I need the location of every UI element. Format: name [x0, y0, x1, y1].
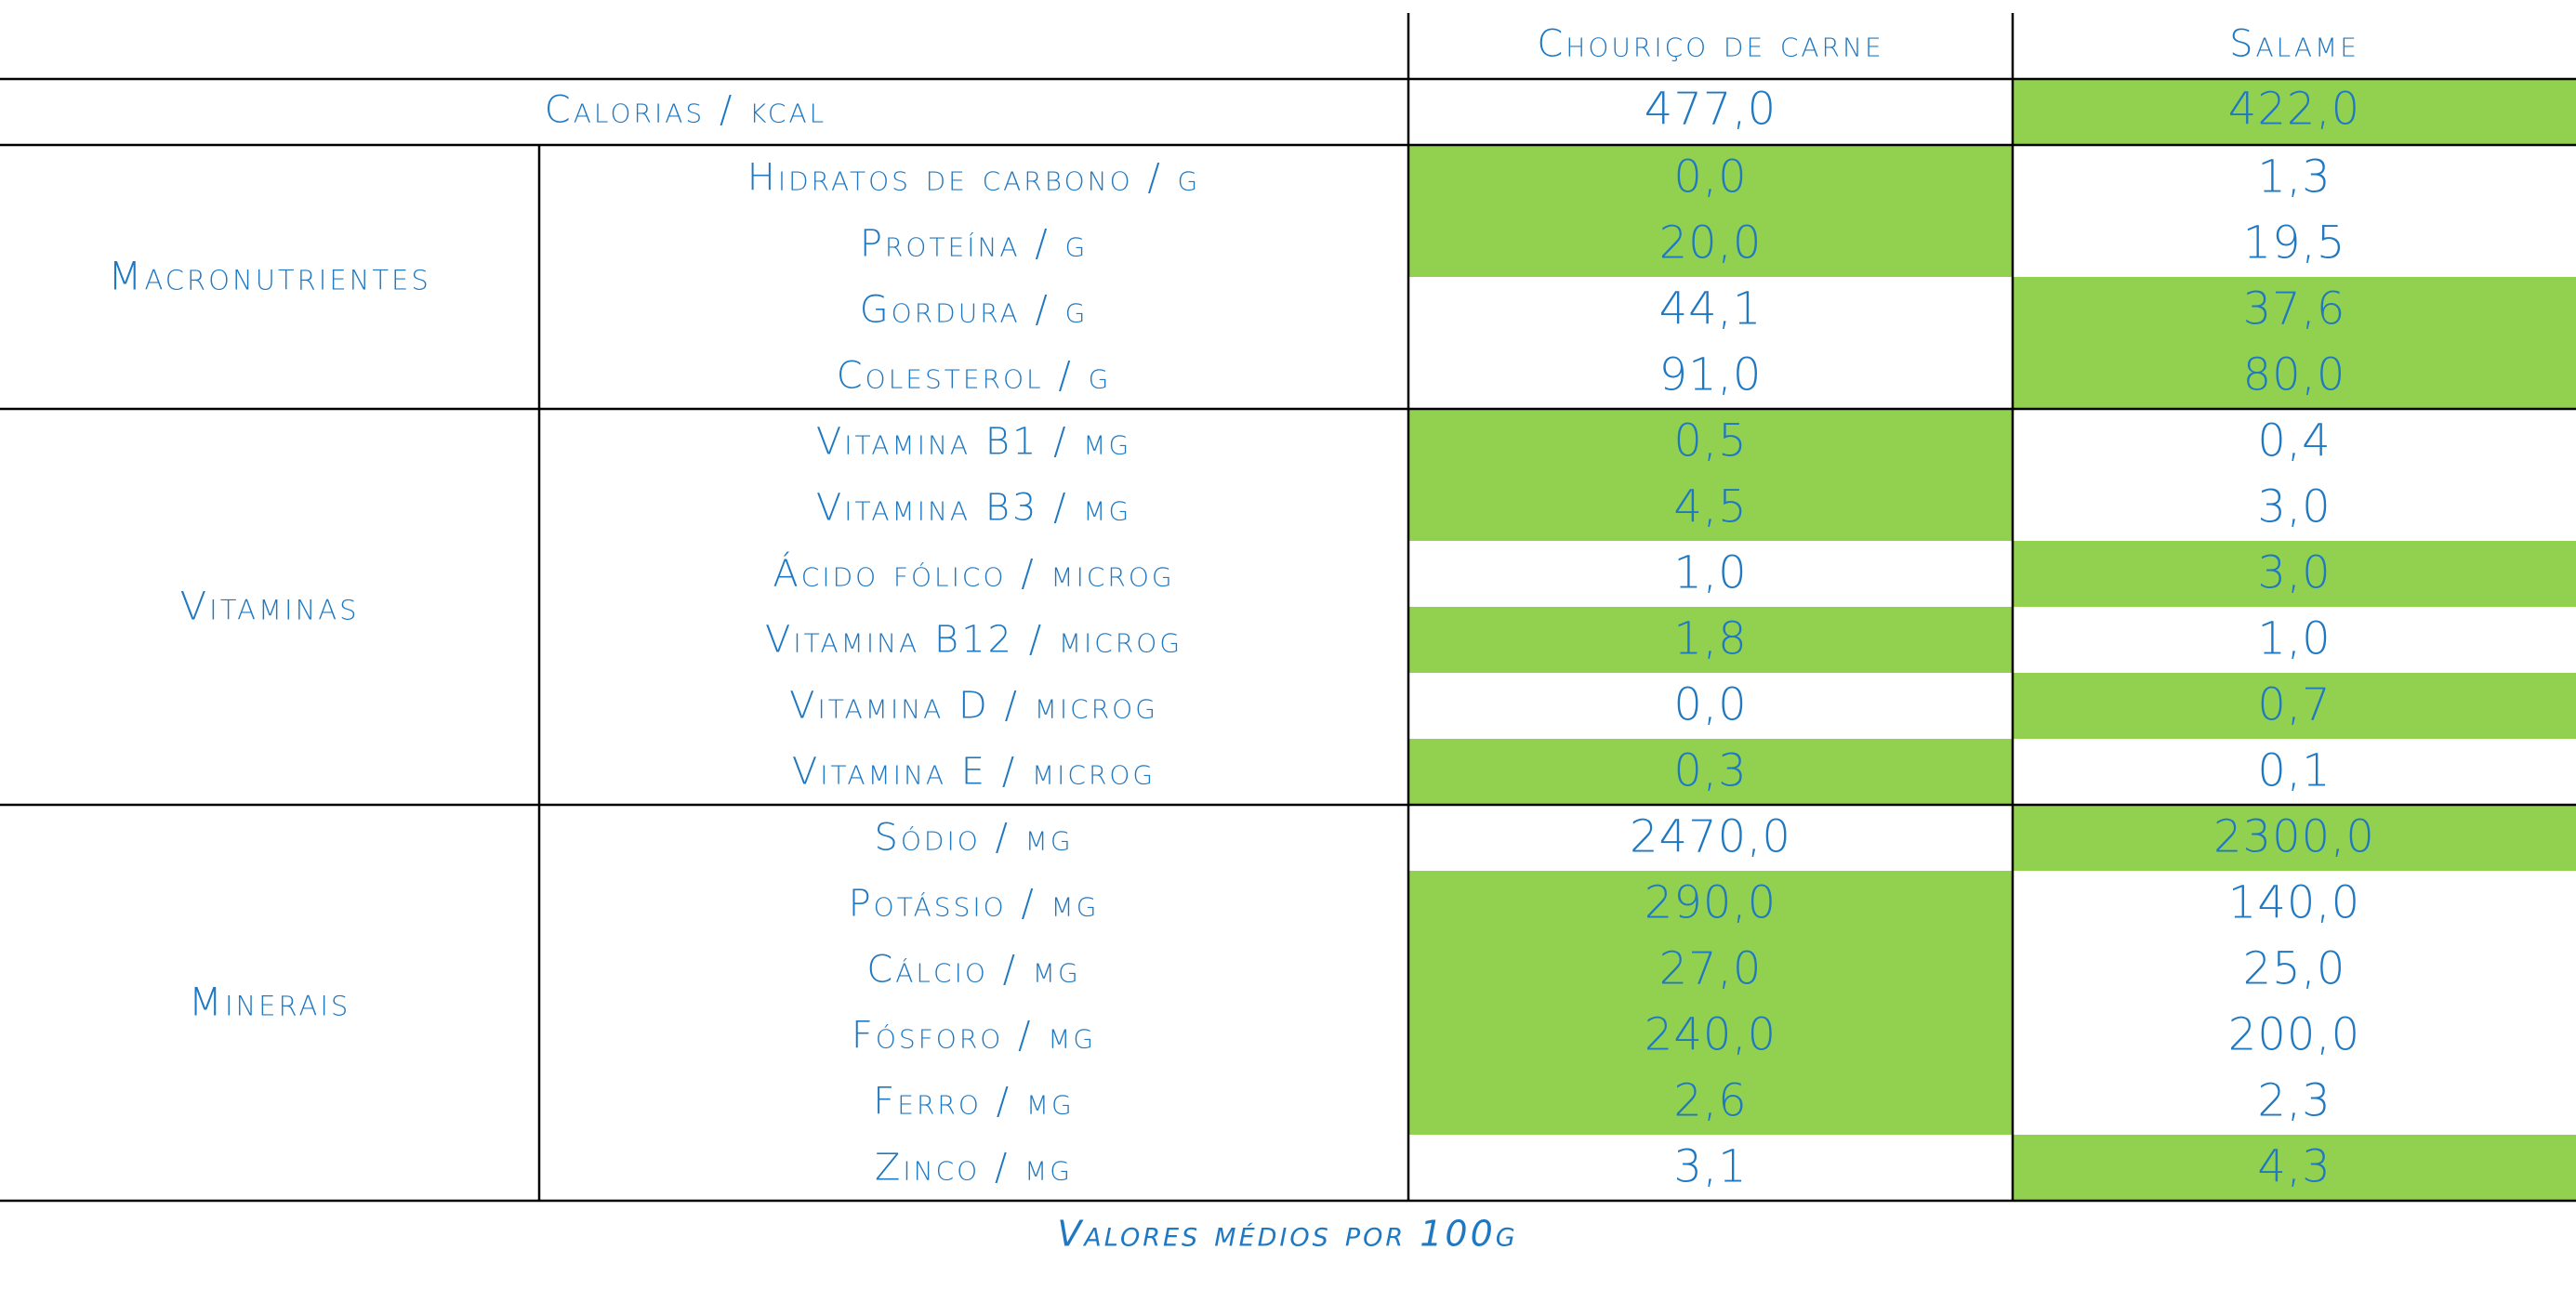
value-chourico: 91,0 — [1659, 349, 1763, 401]
value-chourico: 2470,0 — [1630, 811, 1791, 863]
row-label: Vitamina D / microg — [789, 685, 1158, 728]
value-chourico: 20,0 — [1659, 217, 1763, 270]
highlight-cell — [1408, 1003, 2013, 1069]
value-salame: 200,0 — [2228, 1009, 2360, 1061]
value-salame: 140,0 — [2228, 877, 2360, 929]
value-chourico: 0,0 — [1673, 151, 1747, 204]
value-chourico: 27,0 — [1659, 943, 1763, 995]
row-label: Gordura / g — [860, 289, 1089, 332]
highlight-cell — [2013, 673, 2576, 739]
row-label: Vitamina E / microg — [792, 751, 1156, 794]
value-chourico: 0,3 — [1673, 745, 1747, 797]
row-label: Vitamina B3 / mg — [816, 487, 1131, 530]
highlight-cell — [1408, 607, 2013, 673]
footnote: Valores médios por 100g — [1057, 1214, 1517, 1255]
value-chourico: 0,0 — [1673, 679, 1747, 731]
row-label: Colesterol / g — [837, 355, 1112, 398]
group-label: Minerais — [189, 980, 351, 1025]
value-chourico: 3,1 — [1673, 1141, 1747, 1193]
column-header-salame: Salame — [2229, 23, 2359, 66]
value-salame: 0,1 — [2257, 745, 2331, 797]
row-label-calorias: Calorias / kcal — [545, 89, 826, 132]
value-salame: 1,3 — [2257, 151, 2331, 204]
row-label: Sódio / mg — [874, 817, 1073, 860]
value-salame: 3,0 — [2257, 547, 2331, 599]
row-label: Fósforo / mg — [852, 1015, 1096, 1058]
value-chourico: 1,0 — [1673, 547, 1747, 599]
value-salame: 4,3 — [2257, 1141, 2331, 1193]
row-label: Zinco / mg — [875, 1147, 1073, 1190]
highlight-cell — [2013, 805, 2576, 871]
value-salame: 1,0 — [2257, 613, 2331, 665]
highlight-cell — [1408, 409, 2013, 475]
value-salame: 0,7 — [2257, 679, 2331, 731]
row-label: Ácido fólico / microg — [773, 551, 1174, 596]
group-label: Vitaminas — [179, 584, 359, 629]
row-label: Proteína / g — [860, 223, 1088, 266]
highlight-cell — [1408, 871, 2013, 937]
value-chourico: 240,0 — [1645, 1009, 1777, 1061]
value-salame: 3,0 — [2257, 481, 2331, 533]
highlight-cell — [1408, 739, 2013, 805]
highlight-cell — [2013, 79, 2576, 145]
value-chourico: 44,1 — [1659, 283, 1763, 335]
row-label: Vitamina B12 / microg — [765, 619, 1182, 662]
row-label: Potássio / mg — [849, 883, 1100, 926]
group-label: Macronutrientes — [108, 254, 431, 299]
value-salame: 0,4 — [2257, 415, 2331, 467]
row-label: Hidratos de carbono / g — [747, 157, 1200, 200]
value-salame: 80,0 — [2243, 349, 2346, 401]
value-salame: 19,5 — [2243, 217, 2346, 270]
value-salame: 422,0 — [2228, 84, 2360, 136]
highlight-cell — [1408, 1069, 2013, 1135]
value-salame: 25,0 — [2243, 943, 2346, 995]
highlight-cell — [1408, 475, 2013, 541]
row-label: Vitamina B1 / mg — [816, 421, 1131, 464]
value-salame: 2,3 — [2257, 1075, 2331, 1127]
value-chourico: 1,8 — [1673, 613, 1747, 665]
value-chourico: 290,0 — [1645, 877, 1777, 929]
highlight-cell — [1408, 145, 2013, 211]
value-chourico: 2,6 — [1673, 1075, 1747, 1127]
value-chourico: 477,0 — [1645, 84, 1777, 136]
value-chourico: 4,5 — [1673, 481, 1747, 533]
value-salame: 2300,0 — [2213, 811, 2375, 863]
highlight-cell — [2013, 1135, 2576, 1201]
value-salame: 37,6 — [2243, 283, 2346, 335]
row-label: Ferro / mg — [873, 1081, 1074, 1124]
highlight-cell — [2013, 277, 2576, 343]
highlight-cell — [1408, 937, 2013, 1003]
row-label: Cálcio / mg — [866, 949, 1080, 992]
column-header-chourico: Chouriço de carne — [1537, 23, 1883, 66]
value-chourico: 0,5 — [1673, 415, 1747, 467]
highlight-cell — [2013, 343, 2576, 409]
highlight-cell — [1408, 211, 2013, 277]
highlight-cell — [2013, 541, 2576, 607]
